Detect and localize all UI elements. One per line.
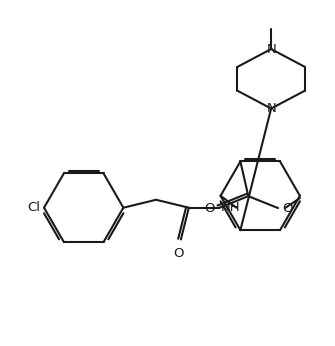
Text: N: N	[266, 102, 276, 115]
Text: O: O	[282, 202, 292, 215]
Text: NH: NH	[220, 201, 240, 214]
Text: Cl: Cl	[27, 201, 40, 214]
Text: N: N	[266, 43, 276, 56]
Text: O: O	[174, 247, 184, 261]
Text: O: O	[204, 202, 215, 215]
